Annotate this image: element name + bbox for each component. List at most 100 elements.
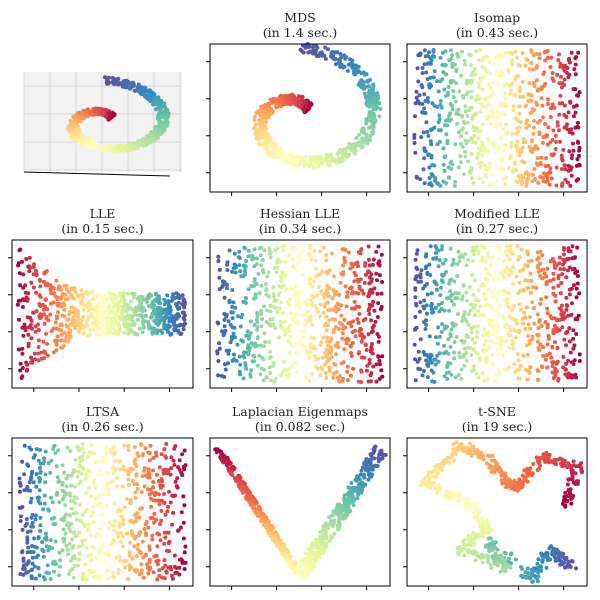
point <box>51 326 56 331</box>
point <box>268 378 273 383</box>
point <box>526 322 531 327</box>
point <box>68 568 73 573</box>
point <box>64 543 69 548</box>
point <box>153 97 158 102</box>
point <box>303 45 308 50</box>
point <box>109 308 114 313</box>
point <box>68 333 73 338</box>
point <box>441 146 446 151</box>
point <box>129 565 134 570</box>
point <box>334 352 338 357</box>
point <box>20 527 25 532</box>
point <box>96 494 101 499</box>
point <box>484 267 488 271</box>
point <box>521 140 526 145</box>
point <box>367 263 372 268</box>
point <box>555 329 560 334</box>
point <box>356 379 361 384</box>
point <box>483 358 488 363</box>
point <box>566 110 571 115</box>
point <box>573 317 578 322</box>
point <box>566 371 571 376</box>
point <box>18 361 23 366</box>
point <box>466 120 470 125</box>
point <box>222 317 227 322</box>
point <box>509 88 514 93</box>
point <box>76 329 81 334</box>
point <box>117 524 122 529</box>
point <box>523 315 528 320</box>
point <box>151 456 156 460</box>
point <box>313 364 318 369</box>
point <box>432 379 437 384</box>
point <box>313 357 318 362</box>
point <box>490 318 495 323</box>
point <box>344 55 349 60</box>
point <box>42 270 47 275</box>
point <box>266 114 271 119</box>
plot-area <box>403 43 588 196</box>
point <box>252 247 257 252</box>
point <box>497 247 502 252</box>
point <box>378 362 382 367</box>
point <box>530 300 535 305</box>
point <box>452 356 457 361</box>
point <box>271 292 276 296</box>
point <box>323 56 328 61</box>
point <box>64 484 69 489</box>
point <box>180 473 185 477</box>
point <box>540 253 545 258</box>
point <box>105 550 110 555</box>
point <box>249 319 253 324</box>
point <box>363 261 368 266</box>
point <box>531 285 536 290</box>
point <box>240 312 245 317</box>
point <box>23 326 28 330</box>
point <box>85 455 90 460</box>
timing-label: (in 0.43 sec.) <box>455 25 539 40</box>
point <box>491 332 495 337</box>
point <box>261 113 266 118</box>
point <box>553 293 558 298</box>
point <box>371 299 376 304</box>
point <box>143 522 148 527</box>
point <box>221 279 226 284</box>
point <box>539 155 544 160</box>
point <box>372 100 377 105</box>
point <box>522 310 527 315</box>
point <box>147 558 152 562</box>
point <box>463 109 468 114</box>
point <box>38 295 43 299</box>
point <box>59 332 64 337</box>
point <box>419 83 424 88</box>
point <box>258 253 263 258</box>
point <box>266 270 271 275</box>
point <box>329 337 334 342</box>
point <box>167 489 171 494</box>
panel-title: MDS (in 1.4 sec.) <box>210 10 390 40</box>
point <box>177 296 182 301</box>
point <box>514 179 519 184</box>
point <box>335 160 339 165</box>
point <box>112 523 117 528</box>
point <box>224 314 229 319</box>
point <box>91 504 96 509</box>
point <box>283 319 288 324</box>
point <box>22 322 27 327</box>
point <box>419 268 424 273</box>
point <box>41 549 46 554</box>
point <box>471 347 476 352</box>
point <box>451 324 456 328</box>
point <box>367 90 372 94</box>
point <box>53 451 58 456</box>
point <box>377 263 382 268</box>
point <box>437 113 442 118</box>
point <box>84 546 89 551</box>
point <box>483 277 488 282</box>
point <box>529 258 534 263</box>
point <box>152 511 157 516</box>
point <box>27 480 32 485</box>
point <box>126 444 131 448</box>
point <box>447 308 452 313</box>
point <box>70 122 75 127</box>
